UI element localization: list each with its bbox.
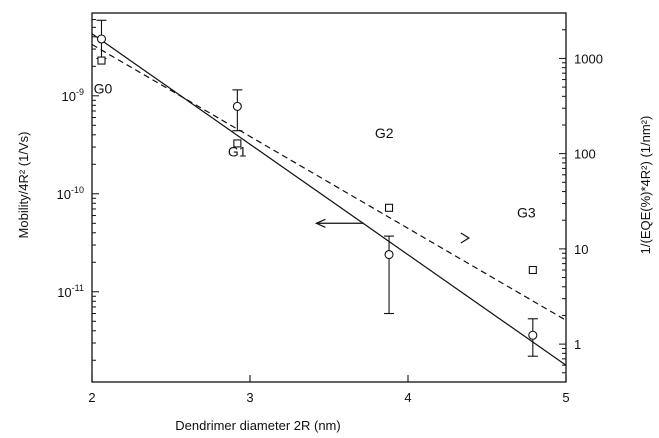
data-point-square bbox=[528, 265, 537, 275]
y-axis-left-label: Mobility/4R² (1/Vs) bbox=[16, 132, 31, 239]
axis-ticks: 2 3 4 5 10-9 10-10 10-11 1000 100 10 1 bbox=[57, 12, 603, 405]
x-tick-label: 5 bbox=[562, 390, 569, 405]
x-axis-label: Dendrimer diameter 2R (nm) bbox=[175, 418, 340, 433]
data-point-circle bbox=[96, 34, 107, 44]
data-point-circle bbox=[384, 249, 394, 260]
plot-frame bbox=[91, 12, 567, 383]
x-tick-label: 2 bbox=[88, 390, 95, 405]
axis-labels: Dendrimer diameter 2R (nm) Mobility/4R² … bbox=[16, 116, 653, 433]
y-left-tick-label: 10-10 bbox=[57, 185, 84, 202]
data-marks bbox=[96, 19, 538, 357]
data-point-square bbox=[97, 56, 106, 65]
fit-line-solid bbox=[91, 33, 567, 366]
fit-lines bbox=[91, 33, 567, 366]
generation-label: G2 bbox=[375, 125, 394, 141]
y-left-tick-label: 10-11 bbox=[57, 283, 84, 300]
fit-line-dashed bbox=[91, 43, 567, 321]
generation-label: G3 bbox=[517, 205, 536, 221]
arrow-left-head bbox=[314, 218, 326, 228]
generation-label: G1 bbox=[228, 144, 247, 160]
y-right-tick-label: 1000 bbox=[574, 51, 603, 66]
data-point-circle bbox=[232, 101, 242, 111]
y-right-tick-label: 1 bbox=[574, 337, 581, 352]
data-point-circle bbox=[528, 330, 538, 340]
data-point-square bbox=[384, 203, 394, 212]
y-left-tick-label: 10-9 bbox=[62, 87, 84, 104]
x-tick-label: 3 bbox=[246, 390, 253, 405]
data-point-square bbox=[233, 139, 242, 148]
y-right-tick-label: 100 bbox=[574, 147, 596, 162]
x-tick-label: 4 bbox=[404, 390, 411, 405]
generation-label: G0 bbox=[94, 81, 113, 97]
y-right-tick-label: 10 bbox=[574, 242, 588, 257]
arrow-right-axis bbox=[460, 232, 471, 244]
y-axis-right-label: 1/(EQE(%)*4R²) (1/nm²) bbox=[638, 116, 653, 255]
plot-border bbox=[91, 12, 567, 383]
annotations: G0 G1 G2 G3 bbox=[94, 81, 536, 244]
